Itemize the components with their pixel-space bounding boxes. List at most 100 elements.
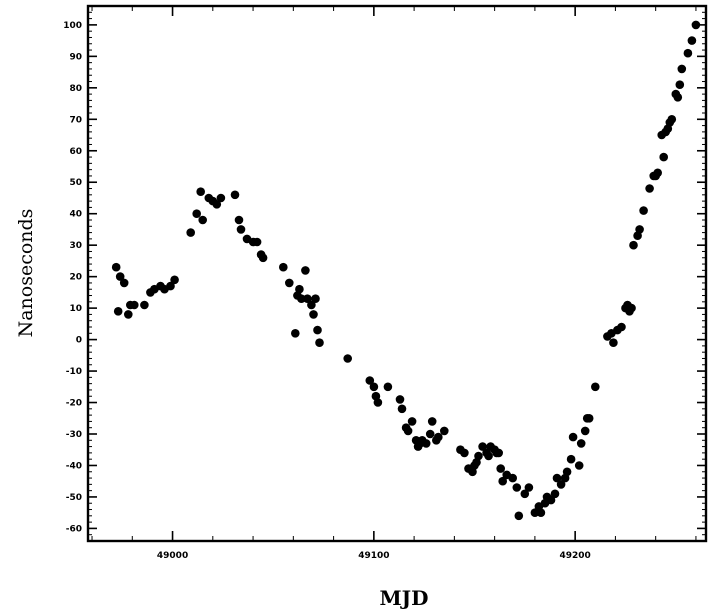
data-point <box>550 489 560 499</box>
y-tick-label: 100 <box>63 21 82 31</box>
data-point <box>230 190 240 200</box>
data-point <box>645 184 654 193</box>
x-tick-label: 49000 <box>157 551 188 561</box>
data-point <box>673 93 683 102</box>
data-point <box>677 64 687 74</box>
data-point <box>407 417 417 426</box>
y-tick-label: 60 <box>69 147 82 157</box>
data-point <box>369 382 379 392</box>
data-point <box>627 303 636 313</box>
y-tick-label: 80 <box>69 84 82 94</box>
y-axis: -60 -50 -40 -30 -20 -10 0 10 20 30 40 50 60 70 80 90 100 <box>63 11 706 536</box>
data-point <box>536 508 546 517</box>
data-point <box>403 426 413 436</box>
data-point <box>635 225 644 234</box>
x-tick-label: 49100 <box>358 551 389 561</box>
data-point <box>279 262 288 272</box>
data-point <box>617 322 626 332</box>
data-point <box>258 253 268 263</box>
y-tick-label: 70 <box>69 115 82 125</box>
data-point <box>383 382 393 392</box>
data-point <box>397 404 407 414</box>
data-points <box>111 20 701 521</box>
y-tick-label: -60 <box>66 524 82 534</box>
data-point <box>484 451 493 461</box>
y-tick-label: -20 <box>66 399 82 409</box>
data-point <box>609 338 618 348</box>
data-point <box>216 193 226 203</box>
data-point <box>295 284 304 294</box>
data-point <box>315 338 324 348</box>
data-point <box>291 329 300 338</box>
data-point <box>562 467 572 477</box>
data-point <box>115 272 125 281</box>
data-point <box>343 354 353 363</box>
data-point <box>313 325 322 335</box>
data-point <box>252 237 262 247</box>
data-point <box>192 209 201 218</box>
data-point <box>520 489 530 499</box>
data-point <box>574 461 584 470</box>
data-point <box>496 464 506 473</box>
data-point <box>474 451 483 461</box>
data-point <box>234 215 244 225</box>
data-point <box>170 275 179 285</box>
data-point <box>186 228 195 237</box>
data-point <box>498 476 508 486</box>
data-point <box>667 115 677 124</box>
data-point <box>580 426 590 436</box>
data-point <box>556 480 566 489</box>
data-point <box>130 300 139 310</box>
y-tick-label: 20 <box>69 273 82 283</box>
data-point <box>629 240 638 250</box>
y-tick-label: 50 <box>69 178 82 188</box>
data-point <box>659 152 668 162</box>
data-point <box>584 414 594 423</box>
y-tick-label: 10 <box>69 304 82 314</box>
data-point <box>591 382 600 392</box>
data-point <box>494 448 504 458</box>
y-tick-label: -10 <box>66 367 82 377</box>
data-point <box>297 294 306 304</box>
data-point <box>301 266 310 275</box>
data-point <box>440 426 449 436</box>
data-point <box>395 395 405 404</box>
data-point <box>124 310 133 319</box>
data-point <box>512 483 522 492</box>
y-tick-label: -50 <box>66 493 82 503</box>
plot-frame <box>86 4 708 543</box>
data-point <box>212 200 222 209</box>
data-point <box>653 168 662 178</box>
y-tick-label: 0 <box>76 336 82 346</box>
y-tick-label: 30 <box>69 241 82 251</box>
data-point <box>460 448 469 458</box>
data-point <box>303 294 312 304</box>
data-point <box>140 300 149 310</box>
data-point <box>309 310 318 319</box>
data-point <box>683 48 693 58</box>
data-point <box>365 376 375 385</box>
data-point <box>546 495 556 505</box>
y-tick-label: -40 <box>66 461 82 471</box>
data-point <box>524 483 534 492</box>
data-point <box>552 473 562 483</box>
data-point <box>566 454 576 464</box>
data-point <box>514 511 524 521</box>
data-point <box>568 432 578 442</box>
data-point <box>639 206 648 215</box>
y-tick-label: 90 <box>69 52 82 62</box>
data-point <box>691 20 701 30</box>
data-point <box>675 80 685 89</box>
data-point <box>576 439 586 448</box>
data-point <box>307 300 316 310</box>
data-point <box>530 508 540 517</box>
data-point <box>434 432 443 442</box>
data-point <box>421 439 431 448</box>
data-point <box>111 262 121 272</box>
data-point <box>311 294 320 304</box>
data-point <box>236 225 246 234</box>
x-tick-label: 49200 <box>559 551 590 561</box>
data-point <box>687 36 697 45</box>
data-point <box>373 398 383 407</box>
